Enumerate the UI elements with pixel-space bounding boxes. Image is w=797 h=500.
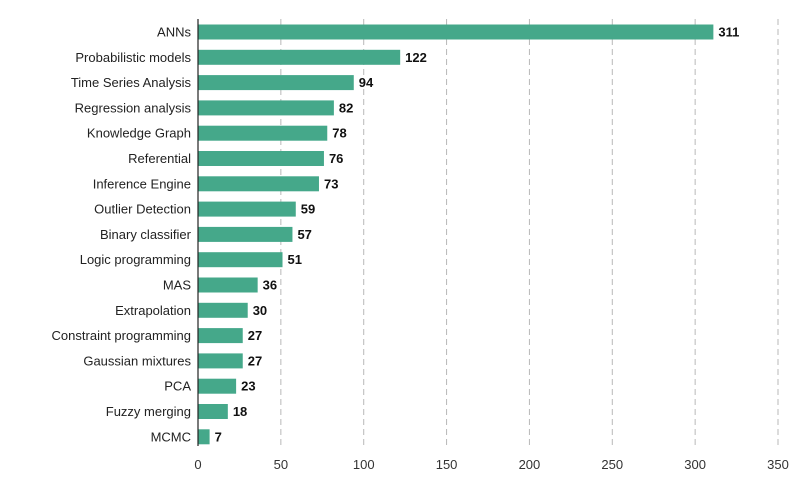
category-label: Knowledge Graph	[87, 126, 191, 141]
bar	[198, 176, 319, 192]
bar	[198, 328, 243, 344]
bars	[198, 24, 714, 445]
category-label: Binary classifier	[100, 227, 192, 242]
value-label: 7	[215, 429, 222, 444]
category-label: Extrapolation	[115, 303, 191, 318]
x-tick-label: 50	[274, 457, 288, 472]
x-tick-label: 0	[194, 457, 201, 472]
value-labels: 311 122 94 82 78 76 73 59 57 51 36 30 27 27 23 18 7	[215, 25, 740, 445]
category-label: Time Series Analysis	[71, 75, 192, 90]
value-label: 51	[288, 252, 302, 267]
value-label: 76	[329, 151, 343, 166]
category-label: MCMC	[151, 429, 191, 444]
bar	[198, 24, 714, 40]
x-tick-label: 300	[684, 457, 706, 472]
value-label: 82	[339, 100, 353, 115]
x-tick-label: 350	[767, 457, 789, 472]
value-label: 30	[253, 303, 267, 318]
bar	[198, 151, 324, 166]
value-label: 36	[263, 278, 277, 293]
bar	[198, 226, 293, 242]
value-label: 59	[301, 202, 315, 217]
bar	[198, 429, 210, 445]
value-label: 311	[718, 25, 739, 40]
bar	[198, 252, 283, 268]
bar	[198, 378, 237, 394]
bar	[198, 353, 243, 369]
category-label: Outlier Detection	[94, 202, 191, 217]
x-tick-label: 150	[436, 457, 458, 472]
bar	[198, 277, 258, 293]
bar	[198, 404, 228, 419]
bar	[198, 49, 401, 65]
grid-lines	[280, 19, 779, 446]
bar	[198, 125, 328, 141]
value-label: 27	[248, 328, 262, 343]
category-label: Regression analysis	[75, 100, 192, 115]
x-tick-label: 200	[519, 457, 541, 472]
value-label: 78	[332, 126, 346, 141]
category-label: Referential	[128, 151, 191, 166]
bar	[198, 201, 296, 217]
value-label: 57	[297, 227, 311, 242]
value-label: 122	[405, 50, 427, 65]
value-label: 23	[241, 379, 255, 394]
category-label: Fuzzy merging	[106, 404, 191, 419]
category-label: MAS	[163, 278, 192, 293]
bar	[198, 75, 354, 91]
value-label: 73	[324, 176, 338, 191]
bar	[198, 100, 334, 116]
category-label: Gaussian mixtures	[83, 353, 191, 368]
category-label: PCA	[164, 379, 191, 394]
category-label: Inference Engine	[93, 176, 191, 191]
x-tick-label: 100	[353, 457, 375, 472]
x-tick-label: 250	[601, 457, 623, 472]
value-label: 18	[233, 404, 247, 419]
bar	[198, 302, 248, 318]
category-label: Logic programming	[80, 252, 191, 267]
value-label: 94	[359, 75, 374, 90]
value-label: 27	[248, 353, 262, 368]
x-axis-ticks: 0 50 100 150 200 250 300 350	[194, 457, 788, 472]
category-label: Constraint programming	[52, 328, 191, 343]
category-labels: ANNs Probabilistic models Time Series Anal…	[52, 25, 192, 445]
category-label: ANNs	[157, 25, 191, 40]
category-label: Probabilistic models	[75, 50, 191, 65]
